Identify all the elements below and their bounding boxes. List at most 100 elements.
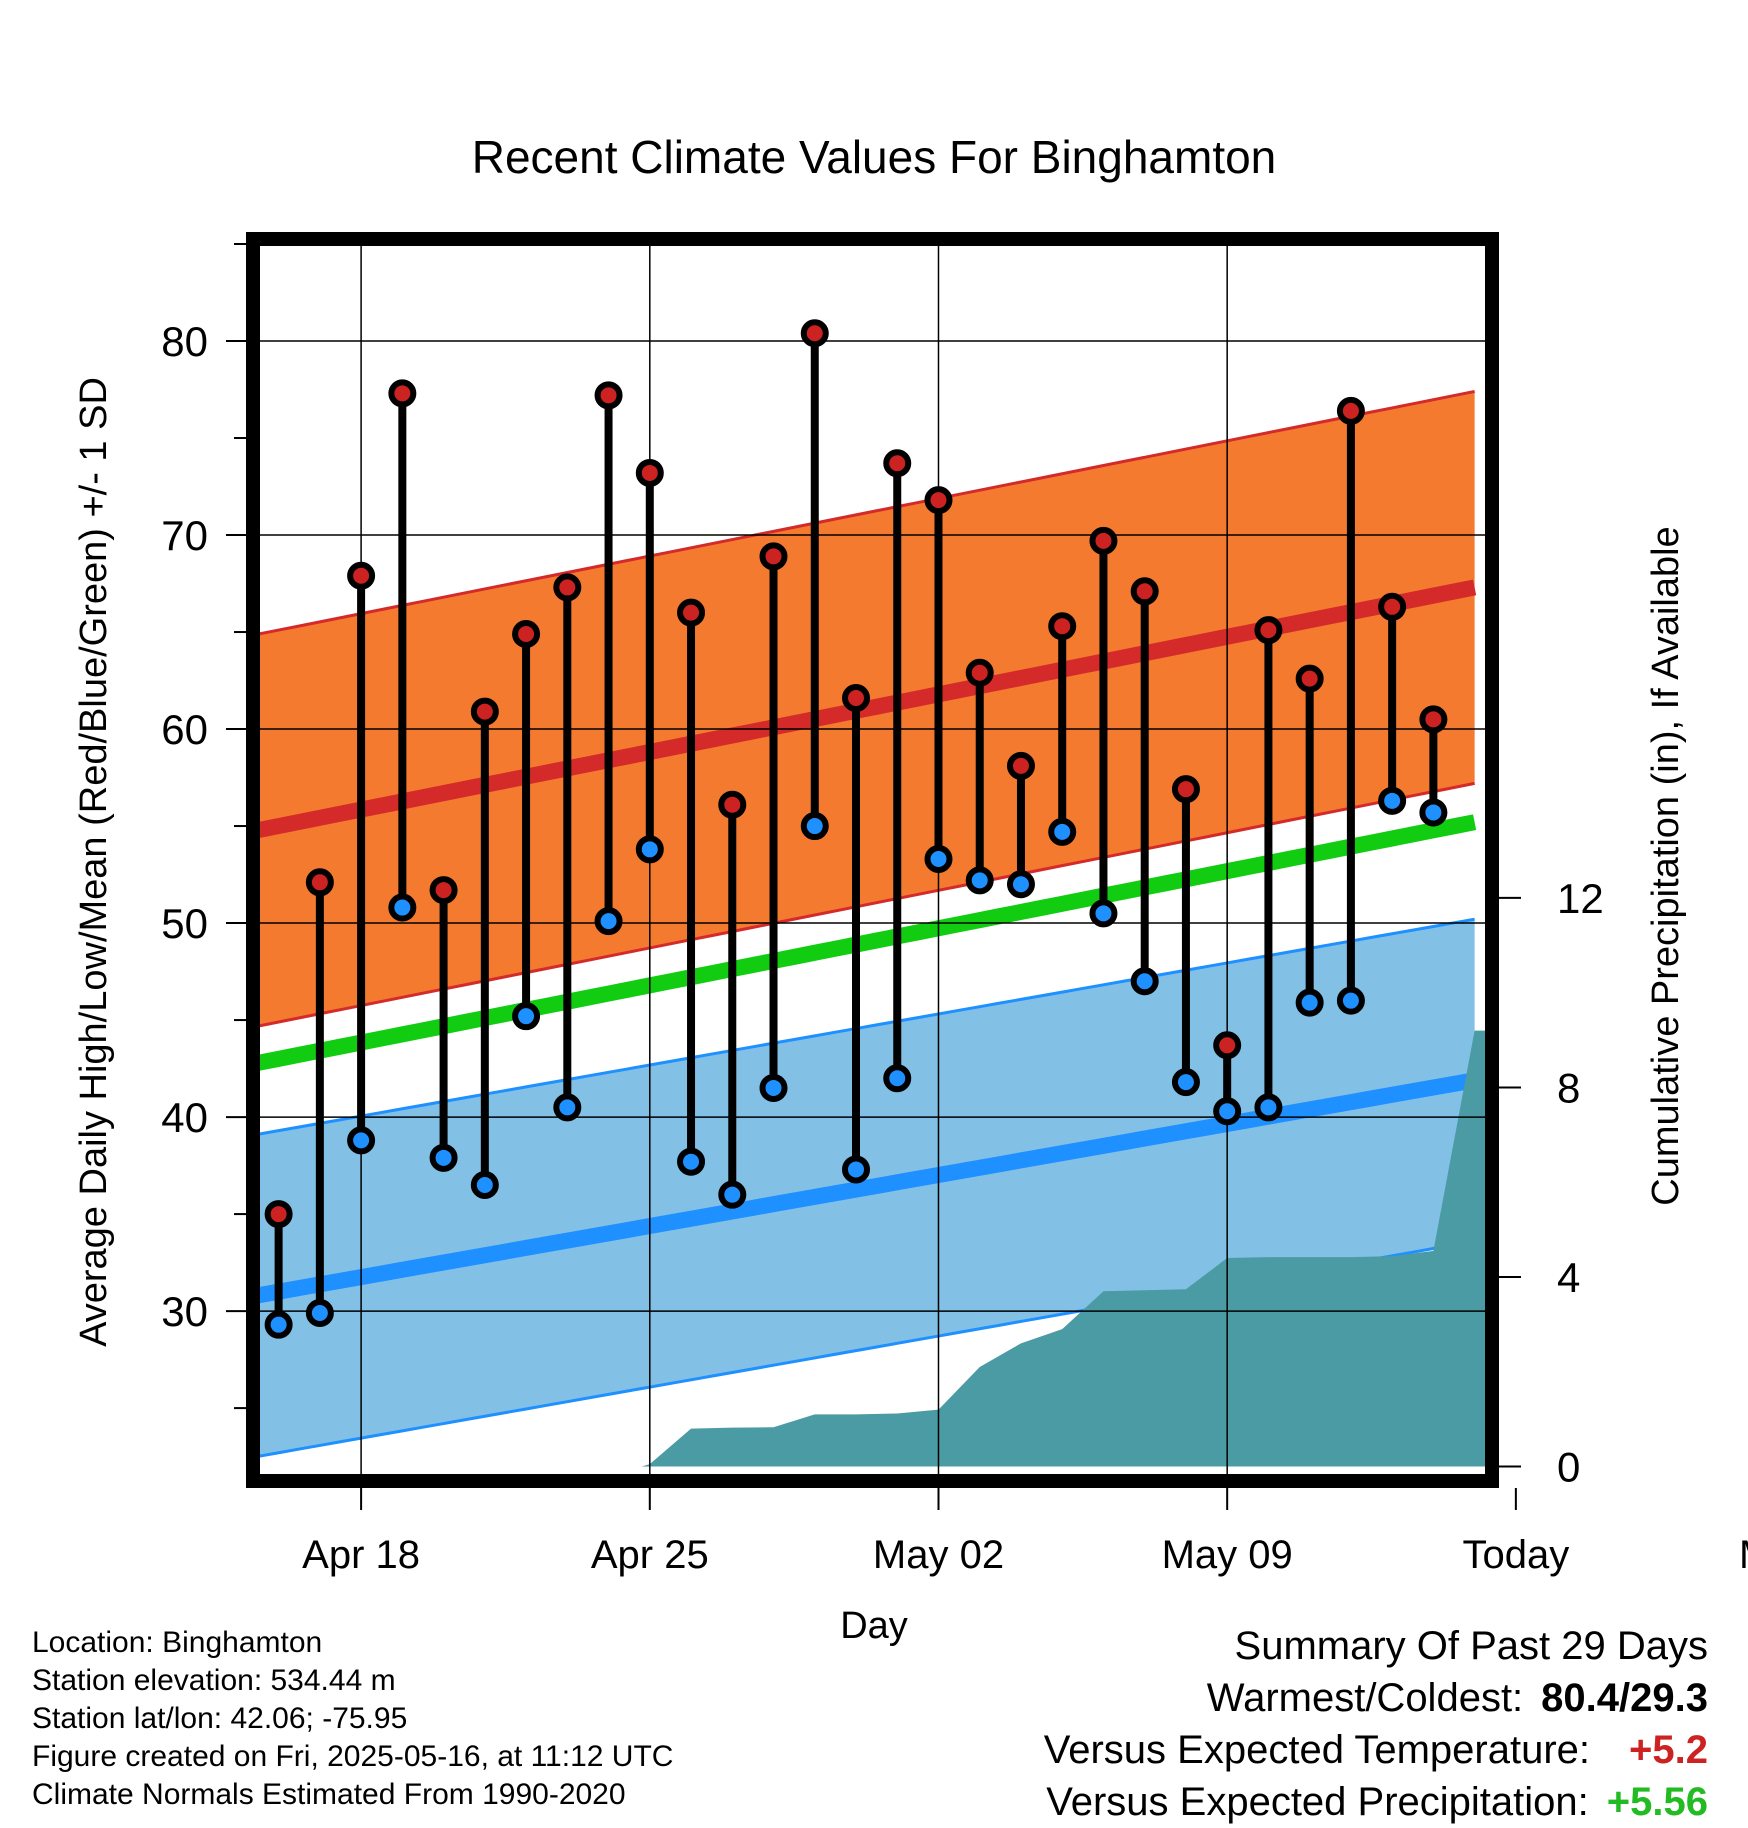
low-point-2025-04-17 [305,1299,334,1328]
low-avg-marker [1502,1060,1530,1088]
low-point-2025-05-04 [1006,870,1035,899]
low-point-2025-04-25 [635,835,664,864]
high-point-2025-04-20 [429,876,458,905]
high-avg-marker [1502,568,1530,596]
low-point-2025-05-05 [1048,817,1077,846]
high-point-2025-05-14 [1419,705,1448,734]
low-point-2025-05-02 [924,845,953,874]
low-point-2025-04-16 [264,1310,293,1339]
x-tick-label-5: May 23 [1739,1533,1748,1577]
temp-value: +5.2 [1629,1728,1708,1772]
x-tick-label-0: Apr 18 [302,1533,420,1577]
low-point-2025-04-30 [842,1155,871,1184]
low-point-2025-05-07 [1130,967,1159,996]
high-point-2025-04-24 [594,381,623,410]
x-axis-label: Day [840,1605,908,1647]
low-point-2025-05-01 [883,1064,912,1093]
high-point-2025-04-30 [842,683,871,712]
high-point-2025-05-04 [1006,751,1035,780]
high-point-2025-04-22 [512,619,541,648]
created-text: Figure created on Fri, 2025-05-16, at 11… [32,1740,674,1773]
low-point-2025-04-27 [718,1180,747,1209]
high-point-2025-04-18 [347,561,376,590]
high-avg-value: 67.6°F [1536,624,1637,662]
low-sd-label: 1 SD: [1536,954,1623,992]
location-text: Location: Binghamton [32,1626,323,1659]
high-point-2025-04-27 [718,790,747,819]
low-point-2025-04-26 [677,1147,706,1176]
low-point-2025-04-24 [594,907,623,936]
high-point-2025-04-21 [470,697,499,726]
elevation-text: Station elevation: 534.44 m [32,1664,396,1697]
days-label-number: 30 [1528,1383,1568,1424]
low-point-2025-05-13 [1378,786,1407,815]
low-point-2025-05-09 [1213,1097,1242,1126]
y-tick-label-40: 40 [161,1094,208,1141]
summary-warmest-coldest: Warmest/Coldest: 80.4/29.3 [1044,1672,1708,1724]
high-point-2025-05-03 [965,658,994,687]
station-info: Location: Binghamton Station elevation: … [32,1624,673,1814]
low-point-2025-04-20 [429,1143,458,1172]
high-point-2025-04-23 [553,573,582,602]
low-point-2025-04-23 [553,1093,582,1122]
low-point-2025-05-08 [1171,1068,1200,1097]
high-avg-label: Avg: [1536,582,1610,620]
low-point-2025-05-12 [1336,986,1365,1015]
high-sd-value: ±10.1°F [1522,507,1641,545]
y2-tick-label-0: 0 [1557,1444,1580,1491]
y-axis-label: Average Daily High/Low/Mean (Red/Blue/Gr… [73,377,115,1347]
high-point-2025-05-12 [1336,396,1365,425]
precip-label: Versus Expected Precipitation: [1046,1780,1589,1824]
high-point-2025-04-29 [800,319,829,348]
high-point-2025-05-13 [1378,592,1407,621]
high-point-2025-05-11 [1295,664,1324,693]
chart-title: Recent Climate Values For Binghamton [472,131,1277,183]
low-point-2025-04-19 [388,893,417,922]
high-point-2025-04-17 [305,868,334,897]
high-sd-upper-line [258,389,1475,636]
axes: 30 40 50 60 70 80 0 4 8 12 Apr 18 Apr 25 May 02 May 0… [161,232,1748,1577]
low-point-2025-05-03 [965,866,994,895]
y2-tick-label-8: 8 [1557,1064,1580,1111]
summary-title: Summary Of Past 29 Days [1234,1624,1708,1668]
low-point-2025-04-22 [512,1002,541,1031]
high-point-2025-05-09 [1213,1031,1242,1060]
high-sd-label: 1 SD: [1526,462,1613,500]
high-point-2025-04-16 [264,1200,293,1229]
high-point-2025-04-26 [677,598,706,627]
latlon-text: Station lat/lon: 42.06; -75.95 [32,1702,408,1735]
low-point-2025-05-11 [1295,988,1324,1017]
low-point-2025-05-14 [1419,798,1448,827]
low-point-2025-04-28 [759,1073,788,1102]
low-sd-value: ±8.3°F [1528,999,1628,1037]
low-point-2025-04-18 [347,1126,376,1155]
low-point-2025-04-29 [800,812,829,841]
temp-label: Versus Expected Temperature: [1043,1728,1590,1772]
precip-value: +5.56 [1606,1780,1708,1824]
high-point-2025-05-10 [1254,616,1283,645]
high-point-2025-05-06 [1089,526,1118,555]
high-point-2025-05-01 [883,449,912,478]
y-tick-label-80: 80 [161,318,208,365]
normals-text: Climate Normals Estimated From 1990-2020 [32,1778,626,1811]
y-tick-label-50: 50 [161,900,208,947]
warmest-coldest-value: 80.4/29.3 [1541,1676,1708,1720]
summary-panel: Summary Of Past 29 Days Warmest/Coldest:… [1044,1620,1708,1828]
y2-tick-label-12: 12 [1557,875,1604,922]
high-point-2025-05-07 [1130,577,1159,606]
summary-temperature: Versus Expected Temperature: +5.2 [1044,1724,1708,1776]
low-point-2025-05-10 [1254,1093,1283,1122]
warmest-coldest-label: Warmest/Coldest: [1206,1676,1524,1720]
high-point-2025-05-02 [924,486,953,515]
y2-tick-label-4: 4 [1557,1254,1580,1301]
y-tick-label-30: 30 [161,1288,208,1335]
low-point-2025-04-21 [470,1170,499,1199]
precipitation-area [641,1030,1487,1467]
y-tick-label-70: 70 [161,512,208,559]
low-point-2025-05-06 [1089,899,1118,928]
summary-precipitation: Versus Expected Precipitation: +5.56 [1044,1776,1708,1828]
y-tick-label-60: 60 [161,706,208,753]
